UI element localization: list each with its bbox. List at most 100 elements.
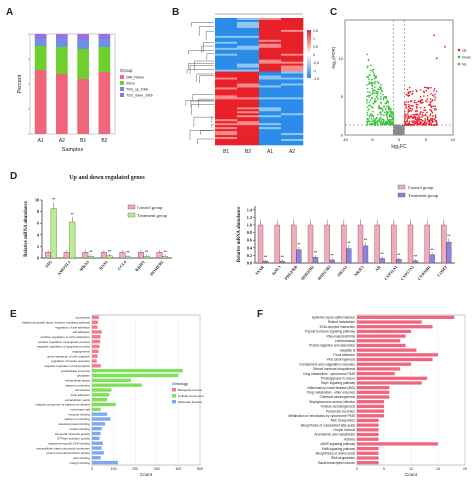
heatmap-cell [281, 57, 304, 60]
point-up [407, 94, 409, 97]
point-up [403, 110, 406, 113]
bar [92, 383, 142, 387]
bar [92, 393, 110, 397]
heatmap-cell [259, 107, 282, 110]
heatmap-cell [259, 97, 282, 100]
heatmap-cell [215, 59, 238, 62]
point-up [434, 105, 437, 108]
point-down [384, 123, 386, 126]
point-down [387, 123, 390, 126]
point-down [392, 122, 395, 125]
stacked-bar-chart-a: A1 A2 B1 B2 Samples Percent Group DMI_Flame Intr… [17, 33, 153, 153]
bar-segment [34, 39, 47, 46]
heatmap-cell [259, 83, 282, 86]
significance-marker: ** [281, 254, 285, 259]
point-down [366, 99, 368, 101]
heatmap-cell [215, 111, 238, 114]
point-not-significant [396, 127, 399, 129]
tick-label-y: 0 [37, 256, 39, 261]
point-down [371, 70, 374, 73]
bar [92, 320, 99, 324]
heatmap-cell [215, 143, 238, 146]
bar-segment [98, 72, 111, 134]
point-down [371, 69, 374, 71]
significance-marker: ** [264, 254, 268, 259]
point-down [385, 111, 388, 113]
heatmap-cell [237, 69, 260, 72]
point-down [378, 120, 381, 122]
point-down [381, 113, 383, 116]
heatmap-cell [215, 47, 238, 51]
point-up [417, 103, 419, 106]
bar [357, 400, 384, 404]
point-down [369, 120, 371, 123]
point-down [380, 102, 383, 105]
color-scale-bar [307, 30, 311, 78]
heatmap-cell [259, 87, 282, 90]
axis-label-y: Relative mRNA abundance [24, 201, 29, 257]
point-down [373, 99, 376, 102]
category-label: extracellular matrix structural constitu… [36, 446, 90, 450]
point-down [372, 119, 375, 121]
heatmap-cell [215, 21, 238, 25]
point-down [372, 110, 374, 113]
point-up [414, 120, 417, 123]
heatmap-cell [237, 85, 260, 88]
point-up [410, 100, 412, 103]
point-not-significant [399, 133, 401, 135]
bar [357, 371, 395, 376]
point-down [377, 92, 379, 94]
bar-segment [98, 34, 111, 39]
heatmap-cell [259, 19, 282, 23]
point-up [412, 117, 415, 119]
heatmap-cell [237, 49, 260, 53]
heatmap-cell [259, 65, 282, 68]
legend-label: Control group [408, 185, 434, 190]
point-up [406, 88, 409, 91]
heatmap-cell [215, 71, 238, 74]
point-not-significant [395, 132, 397, 135]
category-label: actin binding [73, 456, 90, 460]
category-label: cAMP signaling pathway [320, 442, 355, 446]
point-up [423, 109, 425, 112]
point-down [377, 98, 379, 101]
point-down [373, 82, 376, 85]
significance-marker: ** [297, 241, 301, 246]
tick-label-x: 5 [383, 467, 385, 471]
point-down [381, 89, 383, 92]
point-up [418, 114, 420, 117]
category-label: structural molecule activity [55, 432, 91, 436]
heatmap-cell [237, 23, 260, 27]
category-label: Asthma [344, 437, 355, 441]
point-down [386, 105, 388, 108]
tick-label-x: A2 [59, 138, 65, 144]
heatmap-cell [259, 69, 282, 72]
point-up [404, 103, 407, 106]
heatmap-cell [237, 55, 260, 58]
category-label: Focal adhesion [333, 353, 355, 357]
heatmap-cell [215, 35, 238, 39]
legend-label: Control group [137, 205, 163, 210]
tick-label-x: B2 [101, 138, 107, 144]
heatmap-cell [281, 91, 304, 94]
point-up [412, 123, 415, 126]
tick-label-y: 0.0 [247, 261, 252, 266]
legend-swatch [127, 212, 136, 218]
heatmap-cell [237, 111, 260, 114]
bar [357, 362, 411, 366]
category-label: proteolysis [76, 316, 91, 320]
legend-title: Group [120, 68, 133, 73]
color-scale-tick: 0 [313, 53, 315, 57]
heatmap-cell [215, 79, 238, 82]
point-up [434, 118, 436, 120]
heatmap-cell [259, 119, 282, 122]
bar [296, 249, 302, 264]
significance-marker: ** [126, 250, 130, 255]
tick-label-y: 4 [37, 232, 40, 237]
heatmap-cell [215, 119, 238, 122]
tick-label-y: 0.4 [247, 245, 253, 250]
point-up [431, 111, 434, 114]
bar [307, 224, 314, 264]
heatmap-cell [237, 61, 260, 64]
legend-swatch [172, 394, 176, 398]
